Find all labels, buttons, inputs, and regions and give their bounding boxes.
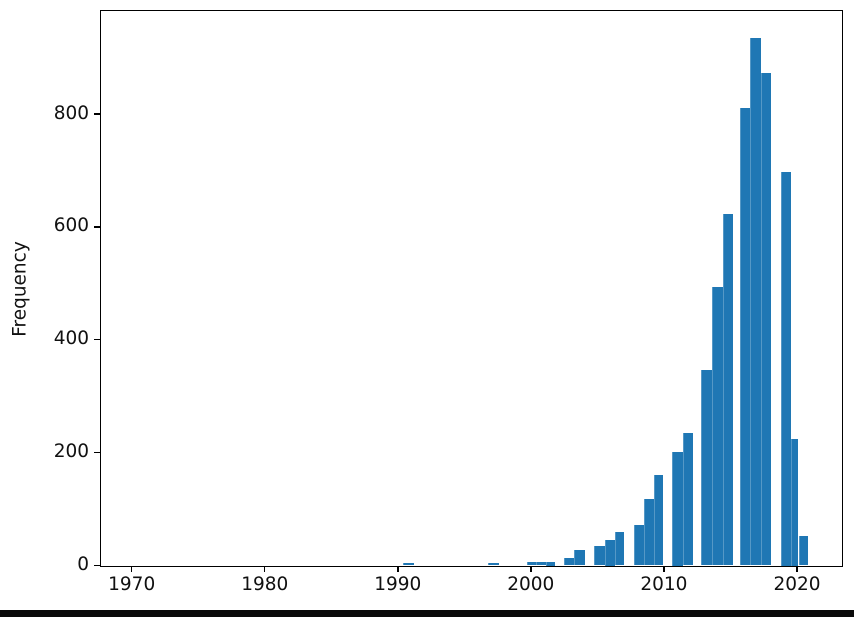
x-axis-tick-label: 1970	[108, 574, 156, 595]
x-axis-tick	[397, 566, 399, 572]
histogram-bar	[672, 451, 683, 566]
histogram-bar	[798, 535, 808, 566]
histogram-bar	[594, 546, 605, 566]
x-axis-tick-label: 1990	[374, 574, 422, 595]
histogram-bar	[791, 438, 799, 566]
x-axis-tick-label: 2000	[507, 574, 555, 595]
histogram-bar	[780, 171, 792, 566]
y-axis-tick-label: 200	[53, 441, 89, 463]
histogram-bar	[701, 370, 712, 566]
y-axis-tick	[94, 451, 100, 454]
x-axis-tick	[263, 566, 266, 572]
histogram-bar	[536, 562, 546, 566]
y-axis-tick-label: 800	[53, 102, 89, 124]
x-axis-tick-label: 2010	[640, 574, 688, 595]
histogram-bar	[750, 37, 761, 566]
histogram-bar	[615, 531, 625, 566]
histogram-bar	[712, 287, 723, 566]
histogram-bar	[488, 562, 500, 566]
y-axis-tick-label: 600	[53, 215, 89, 237]
x-axis-tick	[796, 566, 798, 572]
histogram-bar	[739, 108, 751, 566]
y-axis-tick-label: 0	[77, 554, 89, 575]
histogram-bar	[643, 498, 655, 566]
histogram-bar	[682, 433, 694, 566]
y-axis-tick	[94, 338, 100, 341]
histogram-bar	[760, 73, 772, 566]
y-axis-label: Frequency	[9, 241, 31, 337]
histogram-bar	[722, 213, 734, 566]
histogram-bar	[574, 550, 585, 566]
x-axis-tick-label: 2020	[773, 574, 821, 595]
histogram-bar	[545, 561, 556, 566]
histogram-bar	[526, 562, 537, 566]
x-axis-tick	[663, 566, 665, 572]
y-axis-tick	[94, 113, 100, 115]
y-axis-tick	[94, 226, 100, 228]
window-bottom-divider	[0, 610, 854, 617]
x-axis-tick	[530, 566, 532, 572]
y-axis-tick	[94, 564, 100, 567]
histogram-bar	[605, 539, 616, 566]
y-axis-tick-label: 400	[53, 328, 89, 350]
x-axis-tick	[130, 566, 133, 572]
histogram-bar	[403, 562, 415, 566]
histogram-bar	[564, 557, 575, 566]
histogram-bar	[633, 525, 644, 566]
histogram-bar	[654, 475, 663, 566]
x-axis-tick-label: 1980	[241, 574, 289, 595]
